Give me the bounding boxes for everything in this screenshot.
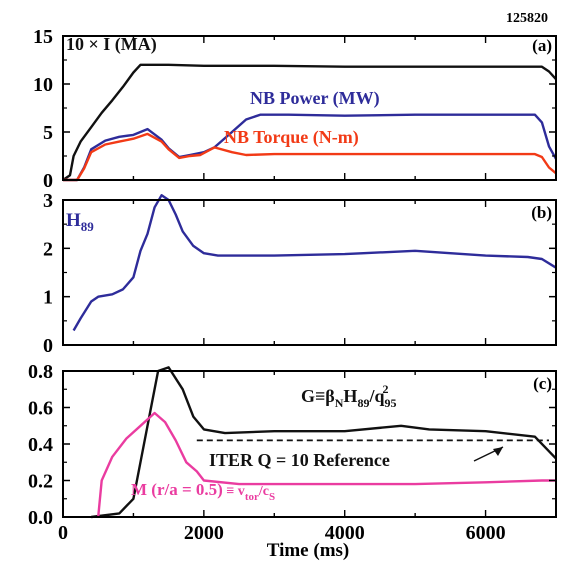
- y-tick-label-c: 0.8: [28, 361, 53, 383]
- iter-reference-label: ITER Q = 10 Reference: [209, 450, 390, 470]
- y-tick-label-a: 10: [33, 74, 53, 96]
- x-tick-label: 6000: [466, 522, 506, 544]
- y-tick-label-b: 1: [43, 287, 53, 309]
- m-formula-label: M (r/a = 0.5) ≡ vtor/cS: [131, 480, 275, 503]
- panel-b-frame: [62, 199, 557, 346]
- h89-main: H: [66, 210, 81, 231]
- panel-a: 0 5 10 15 (a) 10 × I (MA) NB Power (MW) NB …: [33, 26, 558, 192]
- series-a-nb-torque-n-m-line: [63, 132, 557, 182]
- panel-a-label: (a): [532, 36, 552, 55]
- series-a-10-i-ma-line: [62, 63, 557, 181]
- x-tick-label: 2000: [184, 522, 224, 544]
- panel-b-label: (b): [531, 203, 552, 222]
- panel-a-plot: 0 5 10 15: [33, 26, 558, 192]
- y-tick-label-b: 3: [43, 190, 53, 212]
- x-tick-label: 0: [58, 522, 68, 544]
- y-tick-label-c: 0.6: [28, 398, 53, 420]
- panel-a-frame: [62, 35, 557, 181]
- x-axis-title: Time (ms): [267, 540, 350, 561]
- y-tick-label-c: 0.0: [28, 507, 53, 529]
- h89-label: H89: [66, 210, 94, 234]
- nb-torque-label: NB Torque (N-m): [224, 127, 359, 148]
- panel-c-label: (c): [533, 374, 552, 393]
- x-tick-label: 4000: [325, 522, 365, 544]
- series-b-h89-line: [72, 194, 557, 332]
- y-tick-label-b: 0: [43, 335, 53, 357]
- shot-number: 125820: [506, 11, 548, 26]
- current-label: 10 × I (MA): [66, 34, 157, 55]
- y-tick-label-b: 2: [43, 238, 53, 260]
- panel-c-plot: 0.0 0.2 0.4 0.6 0.8 0 2000 4000 6000: [28, 361, 557, 544]
- series-c-m-r-a-0-5-line: [97, 411, 556, 518]
- iter-reference-arrowhead: [493, 447, 503, 456]
- y-tick-label-c: 0.2: [28, 471, 53, 493]
- nb-power-label: NB Power (MW): [250, 88, 380, 109]
- h89-sub: 89: [81, 219, 95, 234]
- y-tick-label-c: 0.4: [28, 434, 53, 456]
- y-tick-label-a: 0: [43, 170, 53, 192]
- y-tick-label-a: 5: [43, 122, 53, 144]
- y-tick-label-a: 15: [33, 26, 53, 48]
- panel-b: 0 1 2 3 (b) H89: [43, 190, 557, 357]
- series-c-g-line: [91, 366, 557, 519]
- panel-c: 0.0 0.2 0.4 0.6 0.8 0 2000 4000 6000 (c) G≡βNH89…: [28, 361, 557, 544]
- g-formula-label: G≡βNH89/q952: [301, 382, 396, 410]
- panel-b-plot: 0 1 2 3: [43, 190, 557, 357]
- series-a-nb-power-mw-line: [63, 113, 558, 182]
